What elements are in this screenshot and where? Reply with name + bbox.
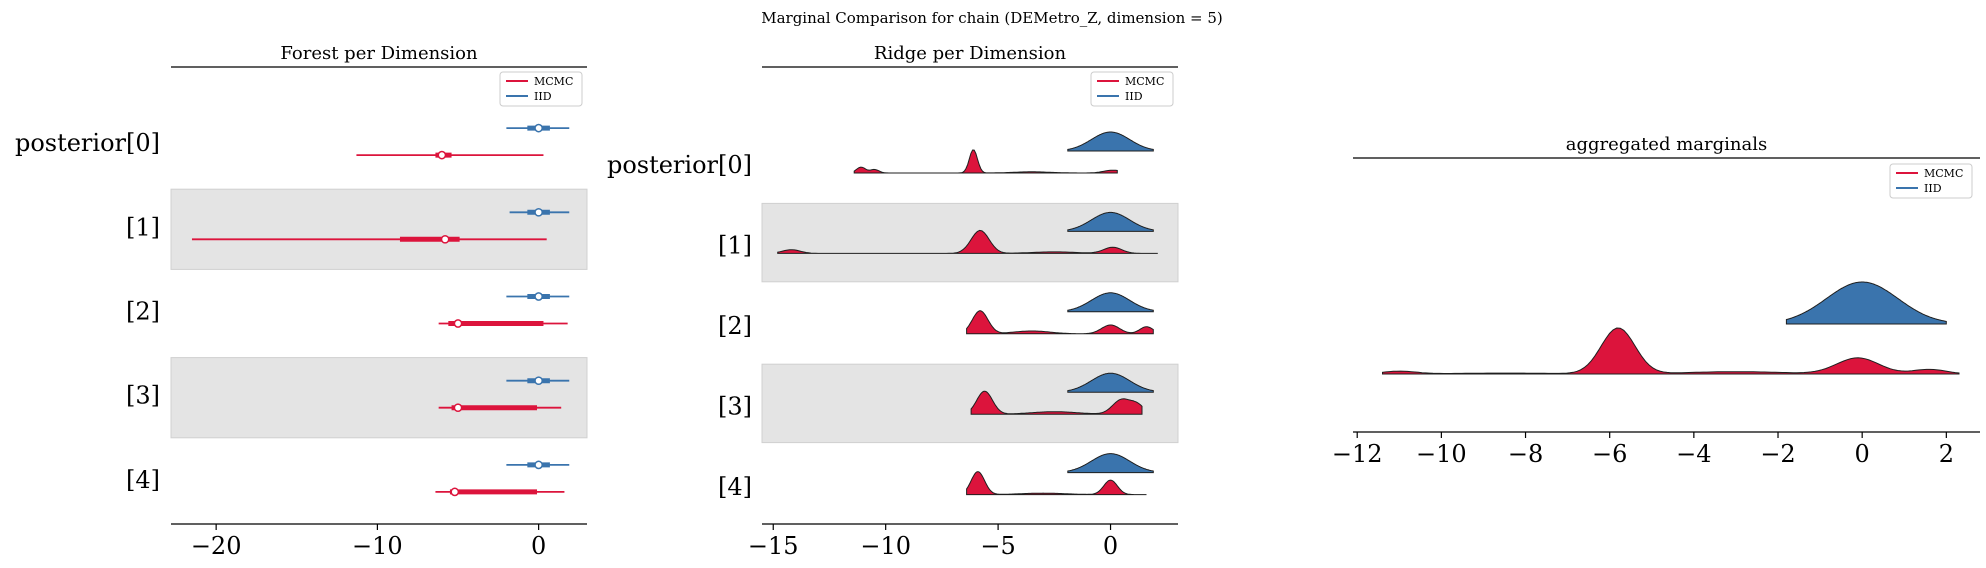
x-tick-label: −10 xyxy=(352,532,403,560)
forest-median-iid xyxy=(534,207,543,217)
ridge-row-label: [4] xyxy=(718,473,752,501)
x-tick-label: −10 xyxy=(860,532,911,560)
forest-median-mcmc xyxy=(450,487,460,497)
forest-row-band xyxy=(170,188,588,270)
x-tick-label: −8 xyxy=(1508,440,1543,468)
x-tick-label: 2 xyxy=(1939,440,1954,468)
ridge-row-label: [1] xyxy=(718,232,752,260)
x-tick-label: −20 xyxy=(191,532,242,560)
x-tick-label: 0 xyxy=(531,532,546,560)
panel-ridge: Ridge per Dimension posterior[0] [1] [2] [3]… xyxy=(607,43,1179,560)
forest-row-label: [3] xyxy=(126,382,160,410)
ridge-density-iid xyxy=(1067,292,1154,313)
x-tick-label: −2 xyxy=(1760,440,1795,468)
legend-label-mcmc: MCMC xyxy=(1924,167,1963,180)
panel-aggregated: aggregated marginals MCMC IID −12 −10 −8 −6 −4 −… xyxy=(1332,134,1980,468)
x-tick-label: −6 xyxy=(1592,440,1627,468)
x-tick-label: −15 xyxy=(748,532,799,560)
ridge-density-iid xyxy=(1067,372,1154,393)
x-tick-label: 0 xyxy=(1855,440,1870,468)
x-tick-label: −10 xyxy=(1416,440,1467,468)
ridge-density-iid xyxy=(1067,453,1154,474)
ridge-density-mcmc xyxy=(970,390,1143,415)
forest-median-mcmc xyxy=(437,150,447,160)
ridge-density-mcmc xyxy=(966,310,1154,335)
legend-label-mcmc: MCMC xyxy=(1125,75,1164,88)
forest-median-iid xyxy=(534,376,543,386)
aggregated-title: aggregated marginals xyxy=(1566,134,1767,155)
x-tick-label: −5 xyxy=(980,532,1015,560)
forest-median-mcmc xyxy=(440,234,450,244)
ridge-row-label: [3] xyxy=(718,392,752,420)
aggregated-density-iid xyxy=(1785,281,1947,325)
forest-row-label: [4] xyxy=(126,466,160,494)
forest-row-label: [1] xyxy=(126,213,160,241)
forest-median-iid xyxy=(534,292,543,301)
figure-title: Marginal Comparison for chain (DEMetro_Z… xyxy=(761,9,1223,27)
ridge-row-label: posterior[0] xyxy=(607,151,752,179)
forest-median-mcmc xyxy=(453,319,463,328)
ridge-row-label: [2] xyxy=(718,312,752,340)
ridge-title: Ridge per Dimension xyxy=(874,43,1067,64)
x-tick-label: −12 xyxy=(1332,440,1383,468)
ridge-density-iid xyxy=(1067,211,1154,232)
x-tick-label: 0 xyxy=(1103,532,1118,560)
ridge-density-mcmc xyxy=(853,149,1118,174)
forest-median-iid xyxy=(534,460,543,470)
forest-row-label: [2] xyxy=(126,298,160,326)
forest-title: Forest per Dimension xyxy=(280,43,478,64)
forest-median-iid xyxy=(534,123,543,133)
ridge-density-iid xyxy=(1067,131,1154,152)
legend-label-iid: IID xyxy=(534,90,552,103)
x-tick-label: −4 xyxy=(1676,440,1711,468)
aggregated-density-mcmc xyxy=(1382,327,1960,375)
ridge-density-mcmc xyxy=(777,229,1158,254)
legend-label-iid: IID xyxy=(1125,90,1143,103)
forest-row-band xyxy=(170,357,588,439)
legend-label-iid: IID xyxy=(1924,182,1942,195)
legend-label-mcmc: MCMC xyxy=(534,75,573,88)
ridge-density-mcmc xyxy=(966,471,1147,496)
panel-forest: Forest per Dimension posterior[0] [1] [2] [3… xyxy=(15,43,588,560)
forest-row-label: posterior[0] xyxy=(15,129,160,157)
forest-median-mcmc xyxy=(453,403,463,413)
